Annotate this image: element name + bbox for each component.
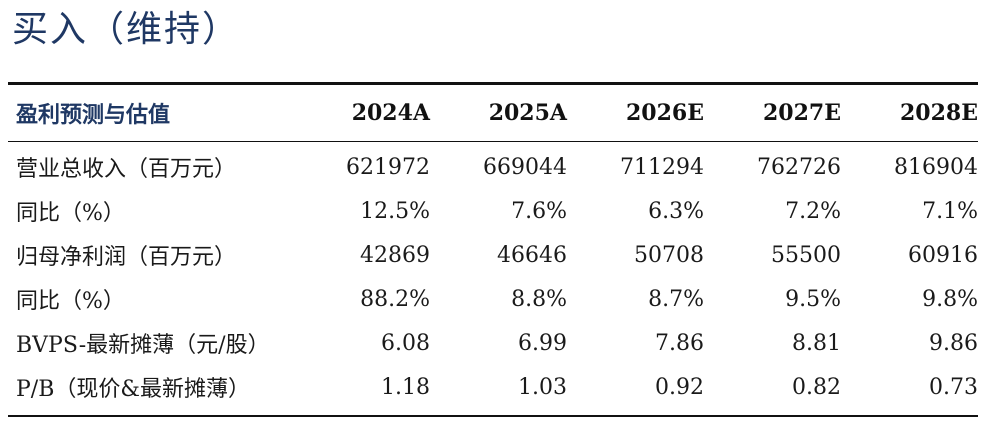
table-cell: 621972	[346, 154, 430, 180]
table-cell: 6.3%	[648, 198, 704, 224]
table-cell: 0.92	[655, 374, 704, 400]
table-cell: 88.2%	[360, 286, 430, 312]
row-label: 营业总收入（百万元）	[16, 157, 237, 182]
row-label: BVPS-最新摊薄（元/股）	[16, 333, 270, 358]
table-cell: 7.1%	[922, 198, 978, 224]
row-label: 同比（%）	[16, 289, 125, 314]
table-cell: 762726	[757, 154, 841, 180]
table-cell: 8.8%	[511, 286, 567, 312]
table-cell: 8.7%	[648, 286, 704, 312]
table-cell: 60916	[908, 242, 978, 268]
table-cell: 0.73	[929, 374, 978, 400]
rating-title: 买入（维持）	[12, 9, 241, 50]
row-label: P/B（现价&最新摊薄）	[16, 377, 250, 402]
table-cell: 711294	[620, 154, 704, 180]
row-label: 同比（%）	[16, 201, 125, 226]
forecast-table: 盈利预测与估值 2024A 2025A 2026E 2027E 2028E 营业…	[8, 82, 978, 417]
table-cell: 1.03	[518, 374, 567, 400]
table-cell: 1.18	[381, 374, 430, 400]
table-cell: 7.6%	[511, 198, 567, 224]
table-cell: 8.81	[792, 330, 841, 356]
table-row-net-profit-yoy: 同比（%） 88.2% 8.8% 8.7% 9.5% 9.8%	[8, 277, 978, 321]
table-cell: 6.08	[381, 330, 430, 356]
table-cell: 7.2%	[785, 198, 841, 224]
table-cell: 42869	[360, 242, 430, 268]
header-year: 2024A	[351, 100, 430, 126]
table-cell: 50708	[634, 242, 704, 268]
header-year: 2028E	[900, 100, 978, 126]
table-row-revenue-yoy: 同比（%） 12.5% 7.6% 6.3% 7.2% 7.1%	[8, 189, 978, 233]
table-cell: 7.86	[655, 330, 704, 356]
table-row-pb: P/B（现价&最新摊薄） 1.18 1.03 0.92 0.82 0.73	[8, 365, 978, 409]
table-cell: 669044	[483, 154, 567, 180]
table-row-revenue: 营业总收入（百万元） 621972 669044 711294 762726 8…	[8, 145, 978, 189]
table-cell: 12.5%	[360, 198, 430, 224]
table-header-row: 盈利预测与估值 2024A 2025A 2026E 2027E 2028E	[8, 85, 978, 142]
table-cell: 9.86	[929, 330, 978, 356]
header-year: 2025A	[488, 100, 567, 126]
table-row-bvps: BVPS-最新摊薄（元/股） 6.08 6.99 7.86 8.81 9.86	[8, 321, 978, 365]
table-cell: 9.8%	[922, 286, 978, 312]
table-cell: 9.5%	[785, 286, 841, 312]
table-cell: 6.99	[518, 330, 567, 356]
row-label: 归母净利润（百万元）	[16, 245, 237, 270]
header-year: 2027E	[763, 100, 841, 126]
header-label: 盈利预测与估值	[16, 102, 171, 128]
table-cell: 0.82	[792, 374, 841, 400]
table-cell: 46646	[497, 242, 567, 268]
header-year: 2026E	[626, 100, 704, 126]
table-cell: 55500	[771, 242, 841, 268]
table-row-net-profit: 归母净利润（百万元） 42869 46646 50708 55500 60916	[8, 233, 978, 277]
table-cell: 816904	[894, 154, 978, 180]
